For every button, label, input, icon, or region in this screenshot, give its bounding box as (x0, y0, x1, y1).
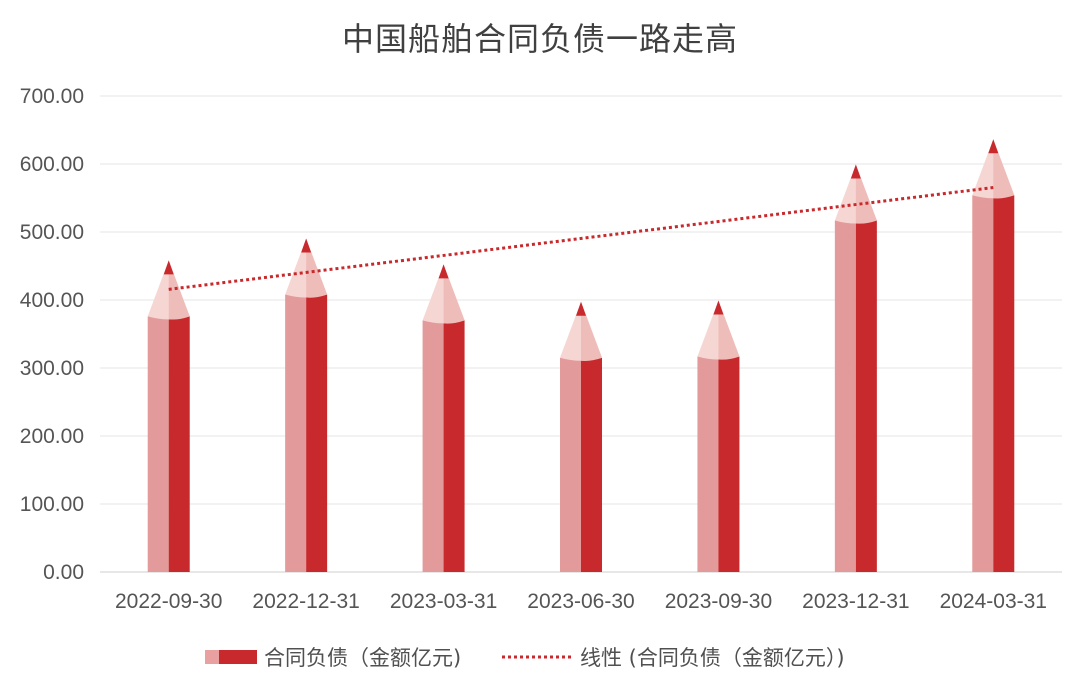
bar[interactable] (697, 300, 740, 572)
legend-label-trendline: 线性 (合同负债（金额亿元）) (580, 646, 845, 670)
bar-pencil-cone-shade (993, 139, 1015, 199)
bar[interactable] (834, 164, 877, 572)
chart-title: 中国船舶合同负债一路走高 (341, 20, 738, 58)
x-tick-label: 2023-12-31 (802, 590, 909, 613)
bar-pencil-cone-shade (855, 164, 877, 224)
bar-body-light (972, 195, 994, 572)
bar[interactable] (560, 301, 602, 572)
bar-body-light (147, 316, 169, 572)
x-tick-label: 2023-03-31 (390, 590, 497, 613)
y-axis-labels: 0.00 100.00 200.00 300.00 400.00 500.00 600.00… (20, 85, 84, 584)
bar-pencil-cone-shade (168, 260, 190, 320)
bar[interactable] (972, 139, 1015, 572)
bar-body-dark (168, 316, 190, 572)
bar-pencil-tip (301, 238, 312, 253)
x-tick-label: 2023-06-30 (527, 590, 634, 613)
bar-body-dark (443, 320, 465, 572)
legend-item-trendline[interactable]: 线性 (合同负债（金额亿元）) (502, 646, 845, 670)
bar-layer (147, 139, 1015, 572)
x-tick-label: 2022-09-30 (115, 590, 222, 613)
bar-body-light (697, 356, 719, 572)
bar-body-light (834, 220, 856, 572)
bar[interactable] (147, 260, 190, 572)
legend-label-bar: 合同负债（金额亿元) (264, 646, 461, 670)
bar-pencil-tip (988, 139, 999, 154)
y-tick-label: 500.00 (20, 221, 84, 244)
bar-body-light (285, 294, 307, 572)
y-tick-label: 100.00 (20, 493, 84, 516)
trendline (168, 186, 994, 291)
bar-body-light (560, 357, 581, 572)
legend-item-bar[interactable]: 合同负债（金额亿元) (205, 646, 461, 670)
bar-pencil-tip (438, 264, 449, 279)
bar-body-dark (718, 356, 740, 572)
y-tick-label: 300.00 (20, 357, 84, 380)
x-axis-labels: 2022-09-30 2022-12-31 2023-03-31 2023-06-30… (115, 590, 1047, 613)
bar-body-dark (855, 220, 877, 572)
bar-body-light (422, 320, 444, 572)
x-tick-label: 2024-03-31 (940, 590, 1047, 613)
bar-pencil-cone-shade (306, 238, 328, 298)
bar-pencil-tip (713, 300, 724, 315)
x-tick-label: 2022-12-31 (252, 590, 359, 613)
y-tick-label: 400.00 (20, 289, 84, 312)
bar-pencil-tip (850, 164, 861, 179)
bar-pencil-cone-shade (581, 301, 602, 361)
y-tick-label: 0.00 (43, 561, 84, 584)
bar-body-dark (306, 294, 328, 572)
bar-pencil-tip (163, 260, 174, 275)
bar-pencil-cone-shade (718, 300, 740, 360)
trendline-layer (168, 186, 994, 291)
bar-pencil-cone-shade (443, 264, 465, 324)
y-tick-label: 600.00 (20, 153, 84, 176)
bar-body-dark (581, 357, 602, 572)
legend-swatch-bar-dark (219, 650, 257, 664)
legend: 合同负债（金额亿元) 线性 (合同负债（金额亿元）) (205, 646, 845, 670)
bar-body-dark (993, 195, 1015, 572)
x-tick-label: 2023-09-30 (665, 590, 772, 613)
legend-swatch-bar-light (205, 650, 219, 664)
y-tick-label: 200.00 (20, 425, 84, 448)
bar[interactable] (422, 264, 465, 572)
bar-pencil-tip (576, 301, 586, 316)
y-tick-label: 700.00 (20, 85, 84, 108)
bar[interactable] (285, 238, 328, 572)
